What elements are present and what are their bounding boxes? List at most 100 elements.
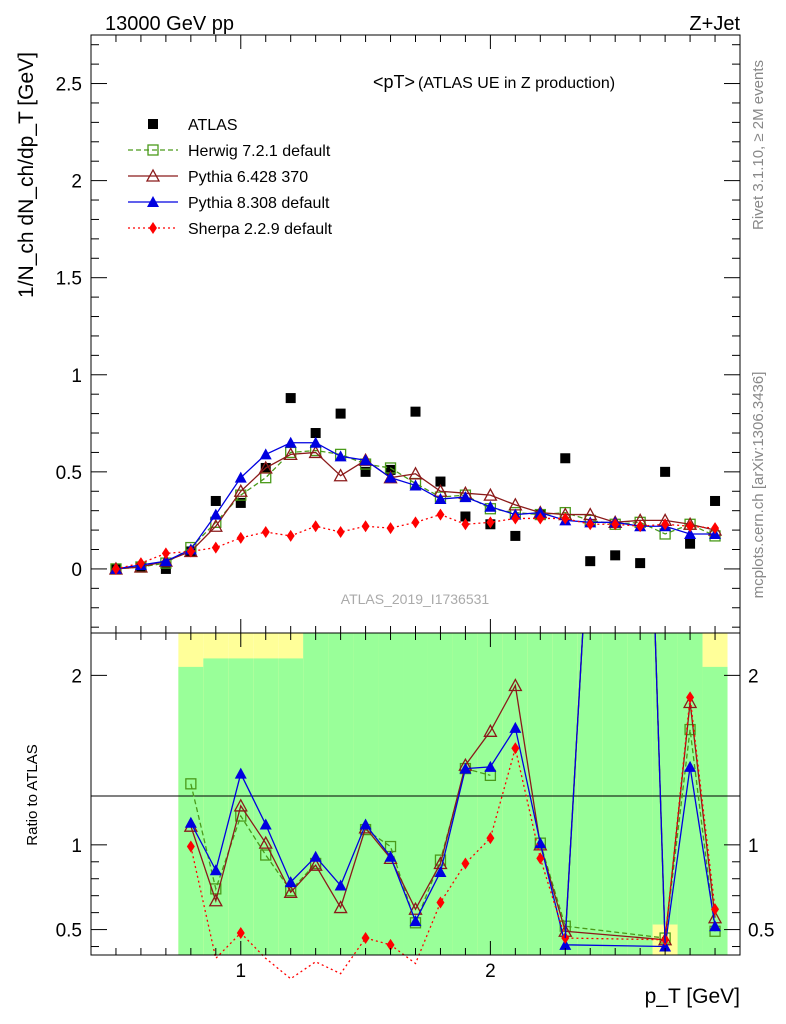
data-point [334,450,347,462]
ratio-sherpa-2-2-9-default [186,691,720,980]
data-point [409,479,422,491]
stat-band [303,633,329,955]
ratio-panel-ticks: 0.5 0.5 1 1 2 2 1 2 [56,633,774,982]
ratio-point [461,857,470,870]
collision-label: 13000 GeV pp [105,13,234,35]
data-point [336,526,345,539]
data-point [483,487,498,501]
data-point [335,408,346,419]
data-point [186,545,195,558]
legend-entry: Pythia 6.428 370 [128,168,308,186]
ratio-point [484,760,497,772]
stat-band [577,633,603,955]
ratio-point [309,850,322,862]
stat-band [452,633,478,955]
data-point [585,556,596,567]
data-point [136,557,145,570]
ratio-point [434,865,447,877]
main-panel-ticks: 0 0.5 1 1.5 2 2.5 [56,35,740,633]
ratio-point [260,849,272,861]
ratio-point [334,879,347,891]
series-line [115,442,716,570]
offscale-segment [564,632,584,939]
data-point [560,453,571,464]
data-point [636,520,645,533]
legend: ATLAS Herwig 7.2.1 default Pythia 6.428 37… [128,117,333,238]
ratio-point [711,903,720,916]
ratio-point [709,920,722,932]
ratio-panel-frame [90,632,741,956]
ratio-point [384,850,397,862]
ratio-point [236,926,245,939]
ratio-tick-label-left: 1 [71,836,82,857]
y-tick-label: 1 [71,366,82,387]
ratio-point [184,816,197,828]
data-point [459,491,472,503]
data-point [435,476,446,487]
data-point [486,516,495,529]
plot-title-main: <pT> [373,72,415,92]
ratio-point [508,678,523,692]
ratio-axis-label: Ratio to ATLAS [24,744,41,845]
ratio-offscale-lines [564,632,666,944]
data-point [408,466,423,480]
data-point [310,428,321,439]
main-panel-series [108,393,723,575]
data-point [211,541,220,554]
ratio-point [511,742,520,755]
data-point [561,512,570,525]
ratio-series [183,632,723,980]
ratio-point [486,832,495,845]
ratio-point [361,932,370,945]
legend-marker [147,196,159,207]
data-point [484,500,497,512]
ratio-point [459,762,472,774]
main-panel: 0 0.5 1 1.5 2 2.5 <pT> (ATLAS UE in Z product… [15,34,741,634]
series-line [115,451,716,570]
x-tick-label: 2 [485,961,496,982]
stat-band [403,633,428,955]
ratio-point [509,721,522,733]
legend-marker [147,144,159,156]
legend-marker [149,222,157,234]
ratio-point [409,915,422,927]
series-line [115,449,716,570]
ratio-point [208,893,223,907]
ratio-point [333,900,348,914]
data-point [411,516,420,529]
data-point [236,531,245,544]
ratio-tick-label-right: 2 [748,666,759,687]
data-point [284,436,297,448]
ratio-point [258,835,273,849]
data-point [209,508,222,520]
data-point [434,493,447,505]
ratio-tick-label-left: 2 [71,666,82,687]
data-point [460,511,471,522]
data-point [309,436,322,448]
data-point [534,506,547,518]
data-point [161,547,170,560]
ratio-line [190,697,716,980]
ratio-point [483,723,498,737]
ratio-point [233,798,248,812]
data-point [259,448,272,460]
legend-entry: Herwig 7.2.1 default [128,143,331,160]
data-point [685,538,696,549]
data-point [386,522,395,535]
data-point [635,558,646,569]
series-pythia-6-428-370 [108,445,723,575]
legend-label: Sherpa 2.2.9 default [188,221,333,238]
data-point [210,495,221,506]
data-point [510,530,521,541]
data-point [208,518,223,532]
y-tick-label: 2.5 [56,75,82,96]
data-point [234,471,247,483]
data-point [610,550,621,561]
legend-marker [148,119,158,129]
data-point [461,518,470,531]
data-point [710,495,721,506]
ratio-bands [178,633,728,955]
data-point [385,464,396,475]
stat-band [353,633,379,955]
mcplots-label: mcplots.cern.ch [arXiv:1306.3436] [750,372,767,599]
